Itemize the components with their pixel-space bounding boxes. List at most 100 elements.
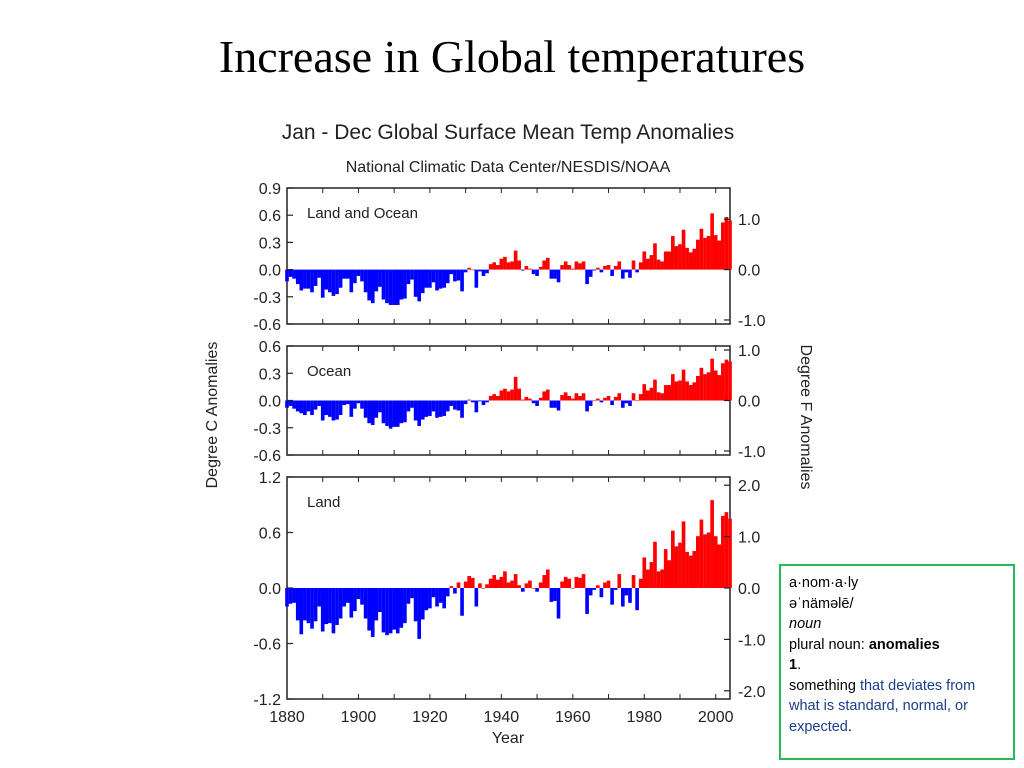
anomaly-bar <box>603 582 607 588</box>
anomaly-bar <box>303 269 307 289</box>
anomaly-bar <box>617 261 622 270</box>
anomaly-bar <box>621 269 625 279</box>
anomaly-bar <box>331 269 336 296</box>
anomaly-bar <box>328 588 332 624</box>
anomaly-bar <box>699 367 704 401</box>
anomaly-bar <box>485 400 489 403</box>
anomaly-bar <box>524 265 529 270</box>
right-tick-label: 1.0 <box>738 343 760 360</box>
anomaly-bar <box>413 400 418 421</box>
x-axis-label: Year <box>492 730 525 747</box>
anomaly-bar <box>295 588 300 621</box>
anomaly-bar <box>367 588 371 631</box>
anomaly-bar <box>610 588 614 605</box>
anomaly-bar <box>374 588 379 621</box>
anomaly-bar <box>503 571 507 588</box>
anomaly-bar <box>378 269 382 287</box>
anomaly-bar <box>313 269 318 286</box>
anomaly-bar <box>481 588 486 589</box>
anomaly-bar <box>699 228 704 270</box>
anomaly-bar <box>513 376 518 401</box>
anomaly-bar <box>606 395 611 401</box>
panel-3: 1.2 0.6 0.0 -0.6 -1.2 2.0 1.0 0.0 -1.0 -2.0 Land <box>253 470 765 709</box>
anomaly-bar <box>342 588 346 607</box>
anomaly-bar <box>520 269 525 271</box>
anomaly-bar <box>581 261 586 270</box>
anomaly-bar <box>438 269 443 289</box>
anomaly-bar <box>503 256 507 270</box>
anomaly-bar <box>474 269 479 288</box>
anomaly-bar <box>578 263 582 270</box>
anomaly-bar <box>595 267 600 270</box>
anomaly-bar <box>317 588 321 607</box>
right-tick-label: -1.0 <box>738 444 766 461</box>
anomaly-bar <box>363 588 368 619</box>
anomaly-bar <box>303 588 307 621</box>
anomaly-bar <box>649 562 654 588</box>
anomaly-bar <box>517 260 522 270</box>
anomaly-bar <box>403 400 407 423</box>
anomaly-bar <box>599 400 604 403</box>
anomaly-bar <box>706 372 711 401</box>
anomaly-bar <box>621 400 625 408</box>
anomaly-bar <box>581 574 586 589</box>
anomaly-bar <box>295 269 300 285</box>
anomaly-bar <box>381 400 386 424</box>
anomaly-bar <box>481 269 486 276</box>
anomaly-bar <box>367 400 371 424</box>
anomaly-bar <box>320 400 325 421</box>
anomaly-bar <box>335 588 339 625</box>
anomaly-bar <box>285 400 289 408</box>
anomaly-bar <box>335 400 339 420</box>
anomaly-bar <box>642 251 647 270</box>
anomaly-bar <box>506 391 511 401</box>
anomaly-bar <box>428 588 432 609</box>
anomaly-bar <box>510 580 514 588</box>
anomaly-bar <box>528 268 532 270</box>
anomaly-bar <box>638 578 643 588</box>
anomaly-bar <box>492 575 497 588</box>
anomaly-bar <box>595 585 600 588</box>
anomaly-bar <box>356 400 361 404</box>
anomaly-bar <box>378 588 382 613</box>
anomaly-bar <box>403 269 407 299</box>
anomaly-bar <box>306 400 311 412</box>
anomaly-bar <box>478 583 482 589</box>
anomaly-bar <box>628 588 632 603</box>
anomaly-bar <box>299 269 304 291</box>
definition-plural-word: anomalies <box>868 636 940 653</box>
anomaly-bar <box>495 395 500 401</box>
anomaly-bar <box>570 588 575 589</box>
anomaly-bar <box>556 400 561 411</box>
anomaly-bar <box>417 269 421 302</box>
left-tick-label: -0.6 <box>253 637 281 654</box>
anomaly-bar <box>413 269 418 297</box>
anomaly-bar <box>574 576 579 588</box>
anomaly-bar <box>545 389 550 401</box>
left-tick-label: 0.3 <box>259 235 281 252</box>
anomaly-bar <box>349 269 354 293</box>
anomaly-bar <box>556 588 561 619</box>
anomaly-bar <box>513 574 518 589</box>
anomaly-bar <box>538 397 543 401</box>
anomaly-bar <box>542 260 547 270</box>
definition-meaning-link[interactable]: that deviates from what is standard, nor… <box>789 677 976 735</box>
anomaly-bar <box>699 519 704 588</box>
anomaly-bar <box>724 512 729 588</box>
anomaly-bar <box>692 551 697 588</box>
anomaly-bar <box>399 400 404 424</box>
anomaly-bar <box>531 588 536 589</box>
anomaly-bar <box>424 269 429 288</box>
anomaly-bar <box>517 388 522 401</box>
anomaly-bar <box>653 541 657 588</box>
anomaly-bar <box>660 569 664 588</box>
anomaly-bar <box>549 588 554 602</box>
anomaly-bar <box>542 391 547 401</box>
anomaly-bar <box>288 269 293 277</box>
anomaly-bar <box>460 588 464 616</box>
anomaly-bar <box>374 400 379 418</box>
anomaly-bar <box>703 534 707 588</box>
anomaly-bar <box>692 248 697 270</box>
right-tick-label: 1.0 <box>738 530 760 547</box>
anomaly-bar <box>710 213 714 270</box>
